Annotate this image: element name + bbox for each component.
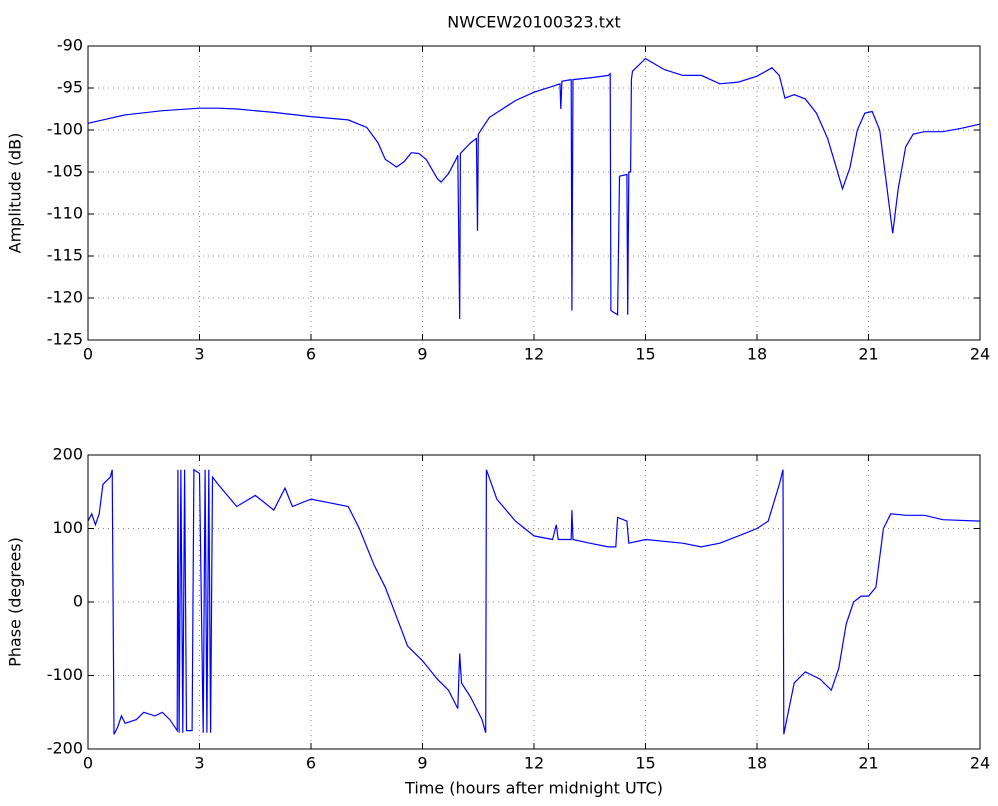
x-tick-label: 12 xyxy=(524,345,544,364)
y-tick-label: -90 xyxy=(57,36,83,55)
x-tick-label: 0 xyxy=(83,345,93,364)
y-tick-label: 0 xyxy=(73,592,83,611)
axes-box xyxy=(87,454,981,750)
y-axis-label: Amplitude (dB) xyxy=(6,133,25,254)
x-tick-label: 18 xyxy=(747,345,767,364)
y-tick-label: 200 xyxy=(52,445,83,464)
y-tick-label: -115 xyxy=(47,246,83,265)
plot-area xyxy=(88,46,980,340)
x-tick-label: 0 xyxy=(83,754,93,773)
x-tick-label: 3 xyxy=(194,754,204,773)
x-tick-label: 6 xyxy=(306,754,316,773)
y-axis-label: Phase (degrees) xyxy=(6,537,25,667)
y-tick-label: 100 xyxy=(52,518,83,537)
data-line xyxy=(87,468,981,735)
x-tick-label: 18 xyxy=(747,754,767,773)
x-tick-label: 9 xyxy=(417,345,427,364)
x-tick-label: 24 xyxy=(970,345,990,364)
y-tick-label: -95 xyxy=(57,78,83,97)
y-tick-label: -125 xyxy=(47,330,83,349)
y-tick-label: -200 xyxy=(47,739,83,758)
y-tick-label: -100 xyxy=(47,665,83,684)
y-tick-label: -110 xyxy=(47,204,83,223)
x-tick-label: 12 xyxy=(524,754,544,773)
y-tick-label: -120 xyxy=(47,288,83,307)
data-line xyxy=(87,57,981,320)
x-tick-label: 9 xyxy=(417,754,427,773)
x-tick-label: 15 xyxy=(635,754,655,773)
x-tick-label: 15 xyxy=(635,345,655,364)
chart-title: NWCEW20100323.txt xyxy=(447,13,620,32)
y-tick-label: -105 xyxy=(47,162,83,181)
x-tick-label: 21 xyxy=(858,345,878,364)
x-tick-label: 3 xyxy=(194,345,204,364)
x-tick-label: 6 xyxy=(306,345,316,364)
axes-box xyxy=(87,45,981,341)
x-tick-label: 21 xyxy=(858,754,878,773)
y-tick-label: -100 xyxy=(47,120,83,139)
x-axis-label: Time (hours after midnight UTC) xyxy=(404,779,663,798)
x-tick-label: 24 xyxy=(970,754,990,773)
